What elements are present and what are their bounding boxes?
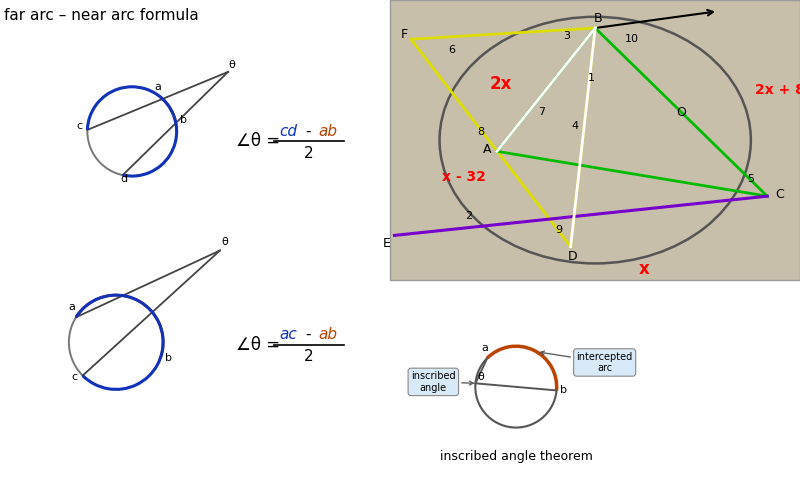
Text: -: - (306, 327, 310, 342)
Text: θ: θ (477, 372, 484, 382)
Text: inscribed angle theorem: inscribed angle theorem (439, 449, 593, 463)
Text: ab: ab (318, 327, 338, 342)
Text: 4: 4 (571, 121, 578, 131)
Text: θ: θ (222, 238, 228, 248)
Text: 2x: 2x (490, 75, 512, 93)
Text: A: A (482, 143, 491, 156)
Text: E: E (382, 237, 390, 250)
Text: ∠θ =: ∠θ = (236, 132, 280, 150)
Text: 2: 2 (304, 146, 314, 161)
Text: 3: 3 (563, 31, 570, 42)
Text: c: c (72, 372, 78, 381)
Text: 9: 9 (554, 225, 562, 235)
Text: O: O (676, 106, 686, 119)
Text: 2: 2 (304, 349, 314, 364)
Text: ac: ac (279, 327, 297, 342)
Text: a: a (482, 343, 489, 353)
Text: a: a (154, 82, 161, 92)
Text: 6: 6 (448, 46, 455, 56)
Bar (390, 0, 800, 280)
Text: 8: 8 (477, 126, 484, 137)
Text: 2: 2 (465, 211, 472, 221)
Text: x: x (639, 260, 650, 278)
Text: far arc – near arc formula: far arc – near arc formula (4, 8, 198, 23)
Text: -: - (306, 124, 310, 139)
Text: ∠θ =: ∠θ = (236, 336, 280, 354)
Text: 7: 7 (538, 107, 546, 117)
Text: θ: θ (229, 60, 235, 70)
Text: 10: 10 (625, 34, 639, 44)
Text: 5: 5 (747, 175, 754, 185)
Text: cd: cd (279, 124, 297, 139)
Text: D: D (568, 250, 578, 263)
Text: 1: 1 (588, 73, 594, 83)
Text: b: b (180, 115, 186, 125)
Text: C: C (775, 187, 784, 201)
Text: 2x + 8: 2x + 8 (754, 83, 800, 97)
Text: d: d (120, 174, 127, 184)
Text: intercepted
arc: intercepted arc (541, 351, 633, 373)
Text: b: b (560, 385, 567, 395)
Text: inscribed
angle: inscribed angle (411, 371, 474, 393)
Text: x - 32: x - 32 (442, 170, 486, 184)
Text: B: B (594, 11, 602, 24)
Text: a: a (69, 302, 75, 312)
Text: F: F (400, 28, 407, 41)
Text: c: c (76, 121, 82, 131)
Text: ab: ab (318, 124, 338, 139)
Text: b: b (165, 353, 172, 364)
